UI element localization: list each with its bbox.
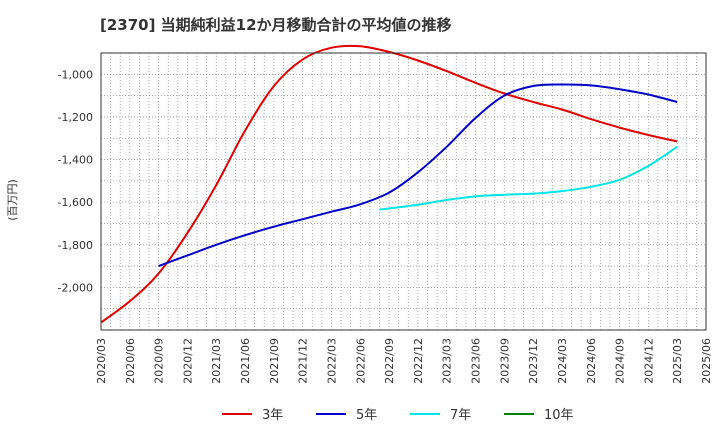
x-tick-label: 2024/09 — [614, 338, 627, 384]
y-tick-labels: -1,000 -1,200 -1,400 -1,600 -1,800 -2,000 — [58, 68, 93, 294]
x-tick-label: 2022/06 — [354, 338, 367, 384]
chart-title: [2370] 当期純利益12か月移動合計の平均値の推移 — [100, 16, 452, 34]
x-tick-label: 2020/03 — [95, 338, 108, 384]
x-tick-label: 2020/09 — [153, 338, 166, 384]
x-tick-label: 2022/09 — [383, 338, 396, 384]
x-tick-label: 2024/06 — [585, 338, 598, 384]
x-tick-label: 2023/12 — [527, 338, 540, 384]
x-tick-label: 2021/03 — [210, 338, 223, 384]
x-tick-label: 2021/09 — [268, 338, 281, 384]
legend-label: 5年 — [356, 408, 377, 423]
y-tick-label: -1,400 — [58, 154, 93, 167]
x-tick-label: 2021/12 — [297, 338, 310, 384]
series-line-3年 — [100, 44, 678, 324]
legend-label: 10年 — [544, 408, 574, 423]
y-tick-label: -1,200 — [58, 111, 93, 124]
series-line-5年 — [158, 83, 678, 268]
x-tick-label: 2022/12 — [412, 338, 425, 384]
x-tick-label: 2020/06 — [124, 338, 137, 384]
y-tick-label: -2,000 — [58, 281, 93, 294]
x-tick-label: 2022/03 — [325, 338, 338, 384]
x-tick-label: 2024/03 — [556, 338, 569, 384]
grid-lines — [101, 53, 706, 330]
x-tick-label: 2025/03 — [671, 338, 684, 384]
x-tick-label: 2023/09 — [498, 338, 511, 384]
legend-label: 3年 — [262, 408, 283, 423]
y-tick-label: -1,600 — [58, 196, 93, 209]
y-tick-label: -1,000 — [58, 68, 93, 81]
y-tick-label: -1,800 — [58, 239, 93, 252]
x-tick-label: 2020/12 — [181, 338, 194, 384]
x-tick-label: 2025/06 — [700, 338, 713, 384]
legend-label: 7年 — [450, 408, 471, 423]
legend: 3年 5年 7年 10年 — [222, 408, 574, 423]
x-tick-label: 2024/12 — [642, 338, 655, 384]
x-tick-labels: 2020/03 2020/06 2020/09 2020/12 2021/03 2021/… — [95, 338, 713, 384]
x-tick-label: 2021/06 — [239, 338, 252, 384]
x-tick-label: 2023/06 — [470, 338, 483, 384]
x-tick-label: 2023/03 — [441, 338, 454, 384]
series-lines — [100, 44, 678, 324]
plot-frame — [100, 52, 707, 331]
series-line-7年 — [379, 145, 678, 211]
y-axis-label: (百万円) — [6, 179, 19, 221]
